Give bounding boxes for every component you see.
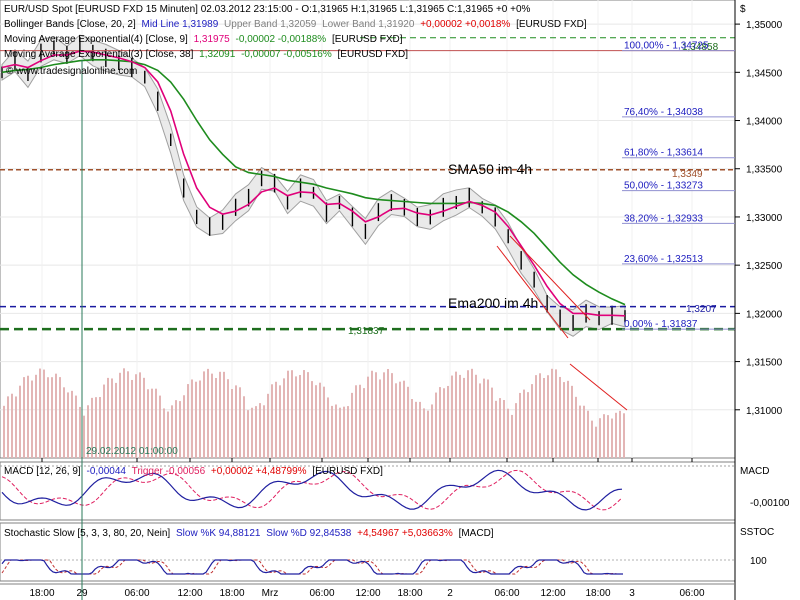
level-ema200-label: 1,3207 [686, 304, 717, 315]
horizontal-levels [0, 37, 735, 331]
ema38-sym: [EURUSD FXD] [338, 49, 409, 60]
ema9-val: 1,31975 [194, 34, 231, 45]
stoch-d: Slow %D 92,84538 [266, 528, 351, 539]
ema9-change: -0,00002 -0,00188% [236, 34, 327, 45]
y-tick-label: 1,33000 [746, 213, 783, 224]
level-high-label: 1,34858 [682, 42, 719, 53]
y-axis: 1,35000 1,34500 1,34000 1,33500 1,33000 1,325… [734, 0, 783, 600]
stoch-name: Stochastic Slow [5, 3, 3, 80, 20, Nein] [4, 528, 170, 539]
x-tick-label: 3 [629, 588, 635, 599]
ema38-val: 1,32091 [199, 49, 236, 60]
ema38-line [1, 59, 626, 306]
fib-level-label: 50,00% - 1,33273 [624, 181, 703, 192]
ema9-legend: Moving Average Exponential(4) [Close, 9]… [4, 34, 403, 45]
y-tick-label: 1,31000 [746, 406, 783, 417]
stoch-d-line [1, 559, 623, 575]
bb-mid: Mid Line 1,31989 [142, 19, 219, 30]
macd-axis-tick: -0,00100 [750, 498, 790, 509]
copyright-label: © www.tradesignalonline.com [6, 66, 137, 77]
currency-symbol: $ [740, 4, 746, 15]
fib-level-label: 61,80% - 1,33614 [624, 148, 703, 159]
y-tick-label: 1,34500 [746, 68, 783, 79]
x-tick-label: Mrz [262, 588, 279, 599]
macd-legend: MACD [12, 26, 9] -0,00044 Trigger -0,000… [4, 466, 383, 477]
macd-value: -0,00044 [86, 466, 126, 477]
bb-upper: Upper Band 1,32059 [224, 19, 317, 30]
y-tick-label: 1,34000 [746, 117, 783, 128]
macd-lines [0, 465, 735, 511]
macd-sym: [EURUSD FXD] [312, 466, 383, 477]
stoch-k-line [1, 559, 623, 575]
sma50-value-label: 1,3349 [672, 169, 703, 180]
trend-line-upper [496, 245, 569, 339]
x-tick-label: 18:00 [29, 588, 54, 599]
y-tick-label: 1,33500 [746, 165, 783, 176]
trend-line-lower [509, 235, 591, 321]
stoch-axis-tick: 100 [750, 556, 767, 567]
sma50-label: SMA50 im 4h [448, 161, 532, 177]
header-line1: EUR/USD Spot [EURUSD FXD 15 Minuten] 02.… [4, 4, 531, 15]
ema200-label: Ema200 im 4h [448, 295, 538, 311]
macd-change: +0,00002 +4,48799% [211, 466, 307, 477]
stoch-sym: [MACD] [459, 528, 494, 539]
x-tick-label: 2 [447, 588, 453, 599]
y-tick-label: 1,31500 [746, 358, 783, 369]
x-tick-label: 18:00 [219, 588, 244, 599]
header-title: EUR/USD Spot [EURUSD FXD 15 Minuten] 02.… [4, 4, 531, 15]
volume-bars [3, 368, 625, 458]
macd-axis-title: MACD [740, 466, 769, 477]
stoch-panel [0, 522, 736, 582]
x-tick-label: 06:00 [679, 588, 704, 599]
stoch-k: Slow %K 94,88121 [176, 528, 261, 539]
y-tick-label: 1,32000 [746, 309, 783, 320]
x-tick-label: 18:00 [397, 588, 422, 599]
bb-legend: Bollinger Bands [Close, 20, 2] Mid Line … [4, 19, 587, 30]
fibonacci-levels: 100,00% - 1,34725 76,40% - 1,34038 61,80% … [622, 41, 735, 330]
fib-level-label: 100,00% - 1,34725 [624, 41, 709, 52]
ema9-sym: [EURUSD FXD] [332, 34, 403, 45]
macd-trigger: Trigger -0,00056 [132, 466, 206, 477]
x-tick-label: 12:00 [355, 588, 380, 599]
x-tick-label: 18:00 [585, 588, 610, 599]
y-tick-label: 1,35000 [746, 20, 783, 31]
macd-trigger-line [1, 469, 623, 511]
stoch-lines [0, 559, 735, 575]
stoch-legend: Stochastic Slow [5, 3, 3, 80, 20, Nein] … [4, 528, 494, 539]
x-tick-label: 12:00 [177, 588, 202, 599]
y-tick-label: 1,32500 [746, 261, 783, 272]
fib-level-label: 38,20% - 1,32933 [624, 213, 703, 224]
macd-name: MACD [12, 26, 9] [4, 466, 81, 477]
date-marker-label: 29.02.2012 01:00:00 [86, 446, 178, 457]
bb-name: Bollinger Bands [Close, 20, 2] [4, 19, 136, 30]
ema9-name: Moving Average Exponential(4) [Close, 9] [4, 34, 188, 45]
stoch-change: +4,54967 +5,03663% [357, 528, 453, 539]
fib-level-label: 76,40% - 1,34038 [624, 107, 703, 118]
bb-change: +0,00002 +0,0018% [420, 19, 510, 30]
x-tick-label: 06:00 [124, 588, 149, 599]
ema38-name: Moving Average Exponential(3) [Close, 38… [4, 49, 194, 60]
ema38-legend: Moving Average Exponential(3) [Close, 38… [4, 49, 408, 60]
ema-lines [1, 50, 626, 317]
stoch-axis-title: SSTOC [740, 527, 774, 538]
fib-level-label: 23,60% - 1,32513 [624, 254, 703, 265]
x-tick-label: 06:00 [494, 588, 519, 599]
fib-level-label: 0,00% - 1,31837 [624, 319, 698, 330]
level-support-label: 1,31837 [348, 326, 385, 337]
macd-line [1, 469, 623, 511]
x-tick-label: 12:00 [540, 588, 565, 599]
x-tick-label: 06:00 [309, 588, 334, 599]
ema9-line [1, 50, 626, 317]
bb-lower: Lower Band 1,31920 [322, 19, 415, 30]
volume-trend-line [569, 363, 628, 411]
bb-sym: [EURUSD FXD] [516, 19, 587, 30]
ema38-change: -0,00007 -0,00516% [241, 49, 332, 60]
